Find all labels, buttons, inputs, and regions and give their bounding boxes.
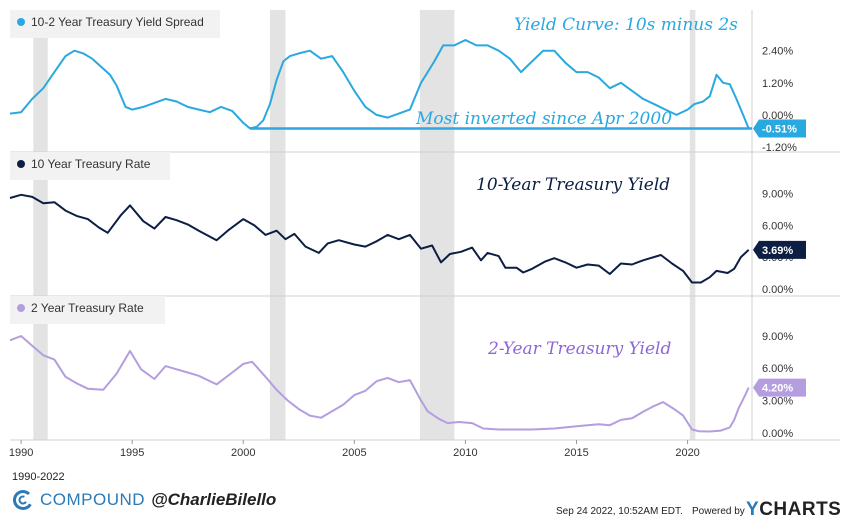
two-legend-dot-icon	[17, 304, 25, 312]
spread-y-tick: 0.00%	[762, 110, 793, 122]
powered-by-label: Powered by	[692, 506, 745, 517]
ten-series-line	[9, 193, 750, 284]
chart-panels: -1.20% 0.00% 1.20% 2.40% 10-2 Year Treasury …	[9, 10, 806, 440]
two-y-tick: 3.00%	[762, 396, 793, 408]
two-y-tick: 9.00%	[762, 331, 793, 343]
two-legend-box	[10, 296, 165, 324]
spread-y-tick: -1.20%	[762, 142, 797, 154]
recession-band-0	[33, 10, 48, 440]
x-tick-label: 2015	[564, 447, 588, 459]
ycharts-logo: YCHARTS	[746, 499, 841, 521]
x-tick-label: 2020	[675, 447, 699, 459]
ycharts-logo-text: CHARTS	[759, 499, 842, 520]
spread-legend-dot-icon	[17, 18, 25, 26]
recession-bands	[33, 10, 696, 440]
recession-band-2	[419, 10, 455, 440]
spread-series-line	[9, 39, 750, 130]
x-tick-label: 1995	[120, 447, 144, 459]
two-y-tick: 6.00%	[762, 363, 793, 375]
ten-last-value-badge	[753, 240, 806, 259]
brand-name: COMPOUND	[40, 490, 146, 509]
panel-spread: -1.20% 0.00% 1.20% 2.40% 10-2 Year Treasury …	[9, 10, 806, 154]
ten-last-value-label: 3.69%	[762, 245, 793, 257]
spread-last-value-badge	[753, 119, 806, 138]
ten-legend-dot-icon	[17, 160, 25, 168]
x-tick-label: 2000	[231, 447, 255, 459]
ten-legend-label: 10 Year Treasury Rate	[31, 157, 151, 171]
x-tick-label: 2010	[453, 447, 477, 459]
two-legend-label: 2 Year Treasury Rate	[31, 301, 144, 315]
two-annotation: 2-Year Treasury Yield	[487, 339, 671, 359]
two-last-value-label: 4.20%	[762, 383, 793, 395]
timestamp: Sep 24 2022, 10:52AM EDT.	[556, 506, 683, 517]
ten-annotation: 10-Year Treasury Yield	[476, 175, 670, 195]
two-y-tick: 0.00%	[762, 428, 793, 440]
spread-annotation: Yield Curve: 10s minus 2s	[514, 15, 738, 35]
two-last-value-badge	[753, 378, 806, 397]
panel-ten: 0.00%3.00%6.00%9.00%10 Year Treasury Rat…	[9, 152, 806, 296]
spread-y-tick: 2.40%	[762, 46, 793, 58]
compound-logo-icon	[13, 490, 33, 510]
spread-y-tick: 1.20%	[762, 78, 793, 90]
x-axis: 1990 1995 2000 2005 2010 2015 2020	[9, 440, 700, 459]
author-handle: @CharlieBilello	[151, 490, 277, 509]
spread-last-value-label: -0.51%	[762, 124, 797, 136]
spread-legend-label: 10-2 Year Treasury Yield Spread	[31, 15, 204, 29]
spread-annotation-secondary: Most inverted since Apr 2000	[415, 109, 672, 129]
ycharts-logo-y: Y	[746, 499, 760, 520]
ten-y-tick: 6.00%	[762, 220, 793, 232]
x-tick-label: 2005	[342, 447, 366, 459]
spread-legend-box	[10, 10, 220, 38]
recession-band-3	[689, 10, 696, 440]
chart: -1.20% 0.00% 1.20% 2.40% 10-2 Year Treasury …	[9, 10, 840, 459]
brand: COMPOUND @CharlieBilello	[12, 489, 276, 511]
recession-band-1	[269, 10, 286, 440]
two-series-line	[9, 335, 750, 433]
x-tick-label: 1990	[9, 447, 33, 459]
panel-two: 0.00% 3.00% 6.00% 9.00% 2 Year Treasury Rate…	[9, 296, 806, 440]
ten-legend-box	[10, 152, 170, 180]
date-range-label: 1990-2022	[12, 471, 65, 483]
ten-y-tick: 9.00%	[762, 189, 793, 201]
ten-y-tick: 0.00%	[762, 284, 793, 296]
